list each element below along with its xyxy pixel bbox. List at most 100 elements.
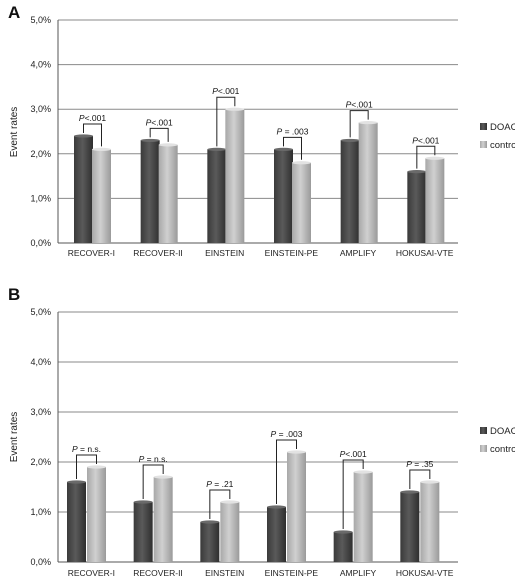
bar-top-highlight [333, 530, 353, 534]
category-label: AMPLIFY [340, 568, 377, 578]
y-axis-label: Event rates [9, 107, 20, 158]
bar-top-highlight [158, 143, 178, 147]
y-tick-label: 5,0% [30, 15, 51, 25]
p-value-label: P = .003 [277, 126, 309, 136]
significance-bracket [216, 96, 236, 147]
bar-top-highlight [358, 120, 378, 125]
p-value-label: P = n.s. [139, 454, 168, 464]
bar-doac [274, 149, 293, 243]
p-value-label: P = .21 [206, 479, 233, 489]
category-label: HOKUSAI-VTE [396, 248, 454, 258]
category-label: RECOVER-II [133, 248, 183, 258]
p-value-label: P<.001 [146, 117, 173, 127]
bar-doac [340, 140, 360, 243]
significance-bracket [409, 469, 431, 489]
bar-top-highlight [67, 480, 86, 484]
bar-doac [200, 522, 220, 562]
bar-control [158, 144, 178, 243]
y-tick-label: 2,0% [30, 457, 51, 467]
bar-control [358, 122, 378, 243]
bar-top-highlight [133, 500, 153, 504]
significance-bracket [142, 464, 164, 499]
bar-doac [67, 482, 86, 562]
y-tick-label: 0,0% [30, 238, 51, 248]
bar-top-highlight [407, 170, 427, 174]
bar-contro [287, 452, 306, 562]
legend-label-doac: DOAC [490, 426, 515, 437]
y-tick-label: 5,0% [30, 307, 51, 317]
bar-doac [207, 149, 227, 243]
y-tick-label: 3,0% [30, 104, 51, 114]
bar-top-highlight [220, 500, 240, 504]
bar-doac [407, 171, 427, 243]
p-value-label: P<.001 [412, 135, 439, 145]
p-value-label: P<.001 [212, 86, 239, 96]
legend-label-control: control [490, 140, 515, 151]
significance-bracket [283, 136, 302, 160]
bar-top-highlight [425, 156, 445, 160]
bar-contro [220, 502, 240, 562]
p-value-label: P = .35 [406, 459, 433, 469]
bar-doac [267, 507, 286, 562]
bar-control [225, 109, 245, 243]
panel-b-label: B [8, 285, 20, 304]
bar-doac [133, 502, 153, 562]
p-value-label: P<.001 [346, 100, 373, 110]
p-value-label: P<.001 [340, 449, 367, 459]
bar-top-highlight [340, 138, 360, 143]
bar-top-highlight [400, 490, 420, 494]
legend-swatch-control [480, 141, 487, 148]
significance-bracket [149, 127, 169, 142]
y-tick-label: 1,0% [30, 193, 51, 203]
y-tick-label: 0,0% [30, 557, 51, 567]
significance-bracket [209, 489, 231, 519]
category-label: RECOVER-II [133, 568, 183, 578]
bar-top-highlight [274, 147, 293, 151]
panel-a: A 0,0% 1,0% 2,0% 3,0% 4,0% 5,0% Event rates RECO… [8, 3, 515, 258]
bar-top-highlight [267, 505, 286, 509]
y-tick-label: 1,0% [30, 507, 51, 517]
bar-contro [153, 477, 173, 562]
panel-a-label: A [8, 3, 20, 22]
bar-top-highlight [225, 107, 245, 111]
bar-doac [140, 140, 160, 243]
bar-top-highlight [353, 470, 373, 474]
category-label: EINSTEIN-PE [265, 248, 319, 258]
significance-bracket [276, 439, 297, 504]
p-value-label: P = .003 [271, 429, 303, 439]
bar-control [425, 158, 445, 243]
significance-bracket [76, 454, 97, 479]
bar-top-highlight [287, 450, 306, 454]
significance-bracket [349, 110, 369, 138]
y-tick-label: 3,0% [30, 407, 51, 417]
category-label: EINSTEIN [205, 568, 244, 578]
panel-b: B 0,0% 1,0% 2,0% 3,0% 4,0% 5,0% Event rates RECO… [8, 285, 515, 578]
category-label: RECOVER-I [68, 248, 115, 258]
legend-swatch-doac [480, 123, 487, 130]
category-label: EINSTEIN [205, 248, 244, 258]
bar-doac [333, 532, 353, 562]
legend-label-control: contro [490, 444, 515, 455]
y-tick-label: 2,0% [30, 149, 51, 159]
bar-contro [353, 472, 373, 562]
bar-top-highlight [153, 475, 173, 479]
bar-control [292, 162, 311, 243]
legend-swatch-control [480, 445, 487, 452]
bar-doac [400, 492, 420, 562]
significance-bracket [416, 145, 436, 169]
legend-swatch-doac [480, 427, 487, 434]
bar-contro [87, 467, 106, 562]
legend-label-doac: DOAC [490, 122, 515, 133]
p-value-label: P<.001 [79, 113, 106, 123]
category-label: RECOVER-I [68, 568, 115, 578]
p-value-label: P = n.s. [72, 444, 101, 454]
category-label: EINSTEIN-PE [265, 568, 319, 578]
bar-top-highlight [92, 147, 111, 151]
bar-top-highlight [74, 134, 93, 138]
category-label: AMPLIFY [340, 248, 377, 258]
bar-top-highlight [200, 520, 220, 524]
category-label: HOKUSAI-VTE [396, 568, 454, 578]
significance-bracket [83, 123, 102, 147]
bar-top-highlight [292, 161, 311, 165]
y-tick-label: 4,0% [30, 60, 51, 70]
